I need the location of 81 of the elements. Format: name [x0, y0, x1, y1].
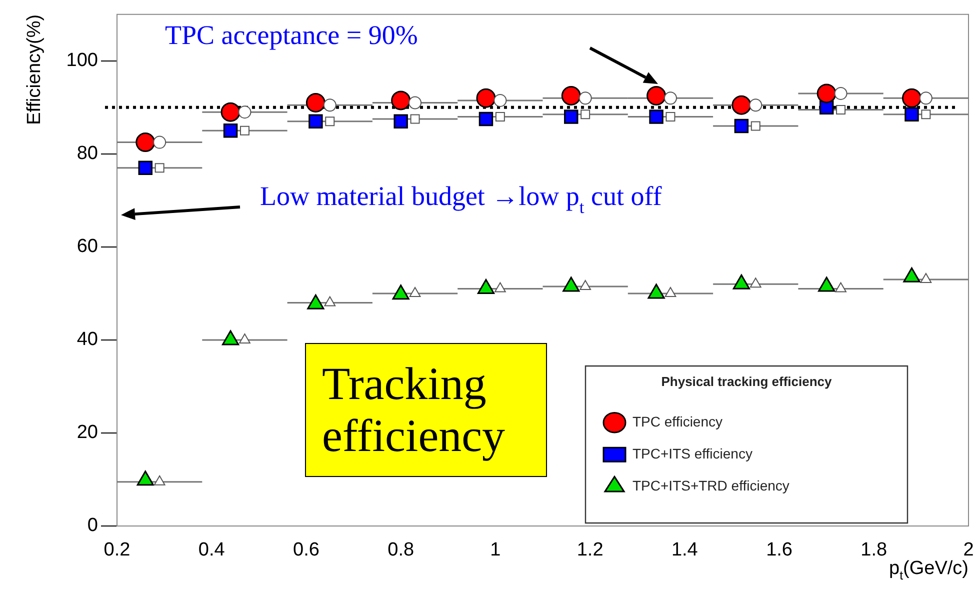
- point: [646, 86, 666, 106]
- point: [580, 110, 590, 120]
- point: [750, 121, 760, 131]
- point: [136, 470, 154, 486]
- point: [238, 106, 252, 119]
- point: [476, 88, 496, 108]
- point: [239, 333, 250, 344]
- point: [664, 286, 676, 297]
- point: [220, 102, 240, 122]
- point: [750, 278, 762, 288]
- point: [306, 93, 326, 113]
- point: [323, 98, 336, 112]
- x-tick-label: 1.2: [576, 540, 604, 561]
- point: [324, 296, 336, 306]
- legend-title: Physical tracking efficiency: [661, 374, 833, 390]
- point: [409, 286, 421, 297]
- point: [494, 94, 507, 107]
- point: [325, 116, 335, 126]
- point: [494, 282, 506, 292]
- annotation: Tracking efficiency: [305, 343, 547, 477]
- point: [495, 112, 505, 122]
- x-tick-label: 0.2: [104, 540, 130, 561]
- point: [408, 96, 422, 110]
- legend-label: TPC+ITS efficiency: [632, 445, 752, 462]
- point: [919, 92, 932, 105]
- point: [562, 276, 580, 292]
- legend-label: TPC+ITS+TRD efficiency: [632, 477, 790, 494]
- x-tick-label: 1.6: [766, 540, 792, 561]
- point: [732, 95, 752, 115]
- point: [477, 279, 495, 294]
- y-tick-label: 80: [76, 143, 98, 164]
- point: [564, 110, 578, 124]
- y-tick-label: 60: [76, 236, 98, 258]
- point: [732, 274, 750, 290]
- x-tick-label: 0.8: [388, 540, 414, 561]
- point: [394, 114, 408, 128]
- point: [666, 112, 676, 122]
- y-tick-label: 0: [87, 515, 98, 536]
- point: [307, 294, 324, 310]
- point: [580, 280, 592, 290]
- point: [478, 112, 494, 126]
- x-tick-label: 1.4: [671, 540, 698, 561]
- point: [816, 84, 836, 104]
- point: [240, 126, 250, 136]
- point: [392, 284, 410, 300]
- point: [834, 86, 848, 100]
- point: [578, 92, 592, 105]
- point: [734, 118, 749, 134]
- point: [903, 267, 920, 282]
- point: [836, 105, 846, 114]
- x-tick-label: 0.4: [198, 540, 226, 561]
- point: [664, 92, 677, 105]
- annotation: TPC acceptance = 90%: [165, 20, 418, 50]
- point: [921, 110, 931, 120]
- point: [136, 132, 156, 152]
- y-tick-label: 100: [66, 50, 98, 72]
- x-tick-label: 0.6: [293, 540, 320, 561]
- point: [902, 88, 922, 108]
- point: [749, 98, 762, 112]
- point: [222, 330, 240, 346]
- point: [223, 124, 238, 138]
- point: [920, 273, 932, 283]
- x-tick-label: 1: [490, 540, 501, 561]
- x-tick-label: 1.8: [860, 540, 888, 561]
- y-tick-label: 20: [76, 422, 98, 444]
- point: [561, 86, 581, 106]
- point: [138, 160, 152, 175]
- point: [153, 136, 166, 149]
- point: [649, 110, 664, 124]
- point: [818, 276, 836, 292]
- point: [904, 107, 919, 122]
- point: [391, 90, 411, 110]
- y-axis-title: Efficiency(%): [24, 14, 45, 125]
- y-tick-label: 40: [76, 329, 98, 350]
- point: [835, 282, 846, 292]
- x-tick-label: 2: [963, 540, 974, 561]
- point: [308, 114, 323, 128]
- point: [154, 163, 164, 173]
- point: [648, 284, 665, 299]
- legend-label: TPC efficiency: [632, 413, 722, 430]
- point: [410, 114, 420, 124]
